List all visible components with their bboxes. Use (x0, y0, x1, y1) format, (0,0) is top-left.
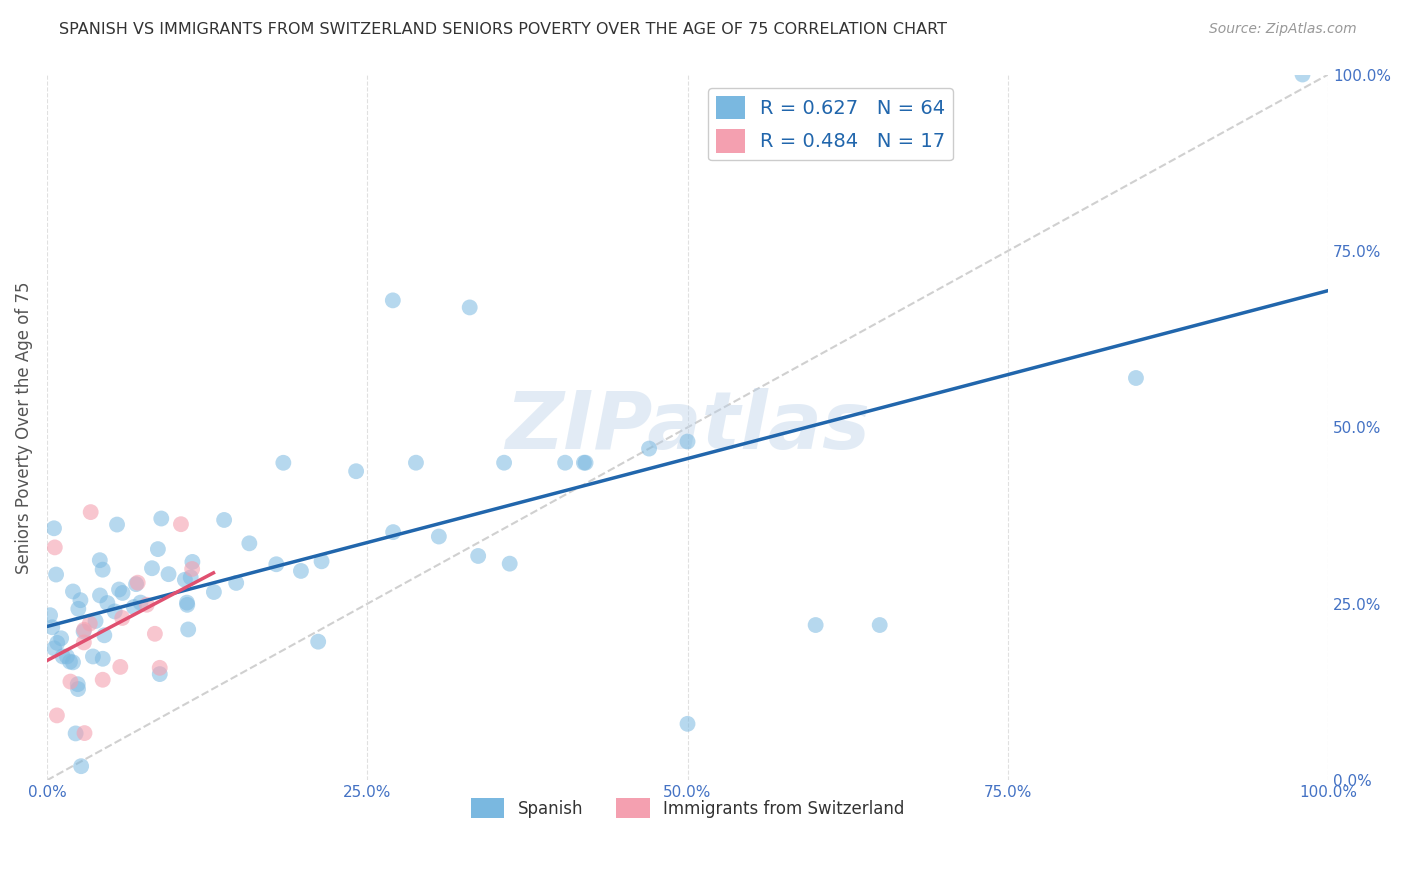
Point (52, 649, 75, 664)
Point (177, 623, 200, 637)
Point (46, 636, 69, 650)
Point (65, 726, 87, 740)
Text: SPANISH VS IMMIGRANTS FROM SWITZERLAND SENIORS POVERTY OVER THE AGE OF 75 CORREL: SPANISH VS IMMIGRANTS FROM SWITZERLAND S… (59, 22, 948, 37)
Point (143, 627, 166, 641)
Point (494, 456, 516, 470)
Point (290, 564, 312, 578)
Point (67, 681, 90, 696)
Point (79, 616, 101, 631)
Point (45, 567, 67, 582)
Point (149, 661, 172, 675)
Point (405, 456, 427, 470)
Point (125, 577, 148, 591)
Point (89, 553, 111, 567)
Point (150, 511, 173, 525)
Point (69, 593, 91, 607)
Point (273, 456, 295, 470)
Text: Source: ZipAtlas.com: Source: ZipAtlas.com (1209, 22, 1357, 37)
Y-axis label: Seniors Poverty Over the Age of 75: Seniors Poverty Over the Age of 75 (15, 281, 32, 574)
Point (45, 708, 67, 723)
Point (67, 602, 90, 616)
Point (427, 529, 450, 543)
Point (869, 618, 891, 632)
Point (73, 635, 96, 649)
Point (344, 464, 367, 478)
Point (80, 505, 103, 519)
Point (84, 614, 107, 628)
Point (56, 649, 79, 664)
Point (122, 599, 145, 614)
Point (574, 456, 596, 470)
Point (49, 632, 72, 646)
Point (135, 598, 157, 612)
Point (181, 555, 204, 569)
Point (676, 434, 699, 449)
Point (73, 623, 96, 637)
Point (311, 554, 333, 568)
Point (499, 557, 522, 571)
Point (266, 558, 288, 572)
Point (93, 628, 115, 642)
Point (44, 641, 66, 656)
Point (149, 667, 172, 681)
Point (62, 584, 84, 599)
Point (110, 660, 132, 674)
Point (111, 611, 134, 625)
Point (804, 618, 827, 632)
Point (170, 517, 193, 532)
Point (676, 716, 699, 731)
Point (91, 673, 114, 687)
Point (66, 677, 89, 691)
Point (554, 456, 576, 470)
Point (105, 517, 128, 532)
Point (127, 575, 149, 590)
Point (238, 536, 260, 550)
Point (1125, 371, 1147, 385)
Point (1291, 68, 1313, 82)
Point (572, 456, 595, 470)
Point (129, 596, 152, 610)
Point (91, 563, 114, 577)
Point (39, 608, 62, 623)
Point (382, 525, 405, 540)
Point (225, 575, 247, 590)
Point (381, 293, 404, 308)
Point (202, 585, 225, 599)
Point (108, 582, 131, 597)
Point (59, 655, 82, 669)
Point (41, 620, 63, 634)
Point (96, 596, 118, 610)
Text: ZIPatlas: ZIPatlas (505, 388, 870, 467)
Point (73, 726, 96, 740)
Point (72, 624, 94, 639)
Point (91, 652, 114, 666)
Point (176, 596, 198, 610)
Point (42, 521, 65, 535)
Point (146, 542, 169, 557)
Point (307, 634, 329, 648)
Point (141, 561, 163, 575)
Point (458, 301, 481, 315)
Point (59, 674, 82, 689)
Point (62, 656, 84, 670)
Point (70, 759, 93, 773)
Point (89, 589, 111, 603)
Point (173, 573, 195, 587)
Point (104, 604, 127, 618)
Point (82, 649, 104, 664)
Point (176, 598, 198, 612)
Point (111, 586, 134, 600)
Point (180, 570, 202, 584)
Point (44, 541, 66, 555)
Point (157, 567, 180, 582)
Point (181, 562, 204, 576)
Point (638, 442, 661, 456)
Legend: Spanish, Immigrants from Switzerland: Spanish, Immigrants from Switzerland (464, 791, 911, 825)
Point (212, 513, 235, 527)
Point (467, 549, 489, 563)
